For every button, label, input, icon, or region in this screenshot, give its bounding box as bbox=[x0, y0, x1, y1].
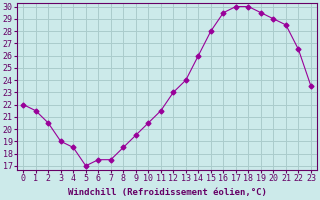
X-axis label: Windchill (Refroidissement éolien,°C): Windchill (Refroidissement éolien,°C) bbox=[68, 188, 267, 197]
